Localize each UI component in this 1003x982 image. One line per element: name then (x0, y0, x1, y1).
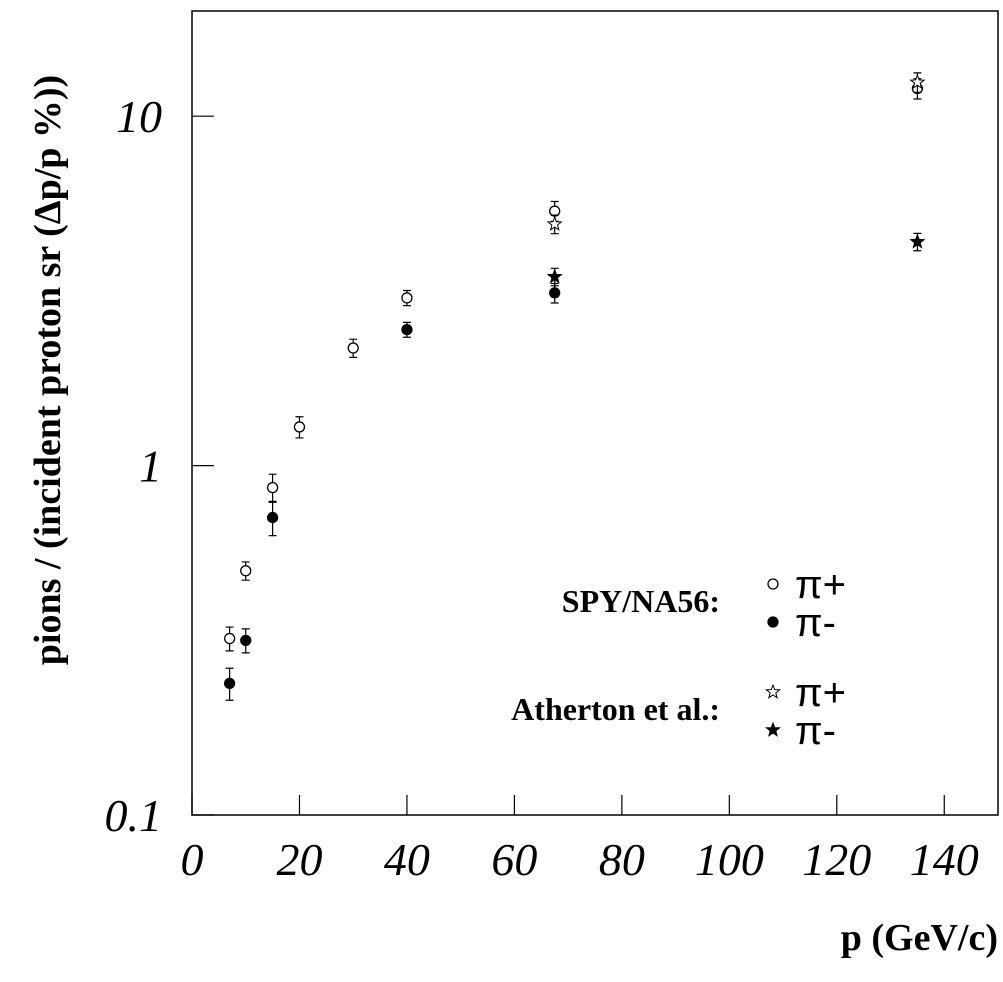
x-tick-label: 100 (695, 834, 764, 885)
y-axis-title: pions / (incident proton sr (Δp/p %)) (27, 75, 69, 665)
legend-marker (767, 578, 779, 590)
marker (223, 632, 236, 645)
marker (266, 481, 279, 494)
marker (909, 233, 926, 249)
legend-label: π- (795, 601, 836, 645)
x-tick-label: 40 (384, 834, 430, 885)
marker (240, 634, 252, 647)
legend-group-title: SPY/NA56: (562, 583, 720, 619)
x-tick-label: 60 (491, 834, 537, 885)
legend-group-title: Atherton et al.: (511, 691, 720, 727)
plot-frame (191, 10, 999, 816)
y-tick-label: 10 (116, 91, 162, 142)
x-tick-label: 80 (599, 834, 645, 885)
legend-marker (767, 616, 779, 628)
legend-label: π- (795, 709, 836, 753)
marker (549, 287, 561, 299)
legend-label: π+ (795, 563, 846, 607)
marker (909, 73, 926, 90)
legend-marker (764, 683, 782, 699)
y-tick-label: 1 (139, 441, 162, 492)
x-tick-label: 0 (181, 834, 204, 885)
legend-label: π+ (795, 671, 846, 715)
marker (240, 565, 252, 577)
x-tick-label: 20 (276, 834, 322, 885)
marker (347, 342, 359, 354)
marker (293, 421, 306, 433)
y-tick-label: 0.1 (105, 790, 163, 841)
marker (546, 268, 563, 284)
legend-marker (764, 721, 782, 737)
marker (401, 292, 413, 304)
x-tick-label: 140 (910, 834, 979, 885)
marker (223, 677, 236, 690)
x-tick-label: 120 (802, 834, 871, 885)
x-axis-title: p (GeV/c) (841, 917, 998, 959)
marker (401, 323, 413, 336)
marker (266, 511, 279, 524)
marker (546, 215, 563, 231)
